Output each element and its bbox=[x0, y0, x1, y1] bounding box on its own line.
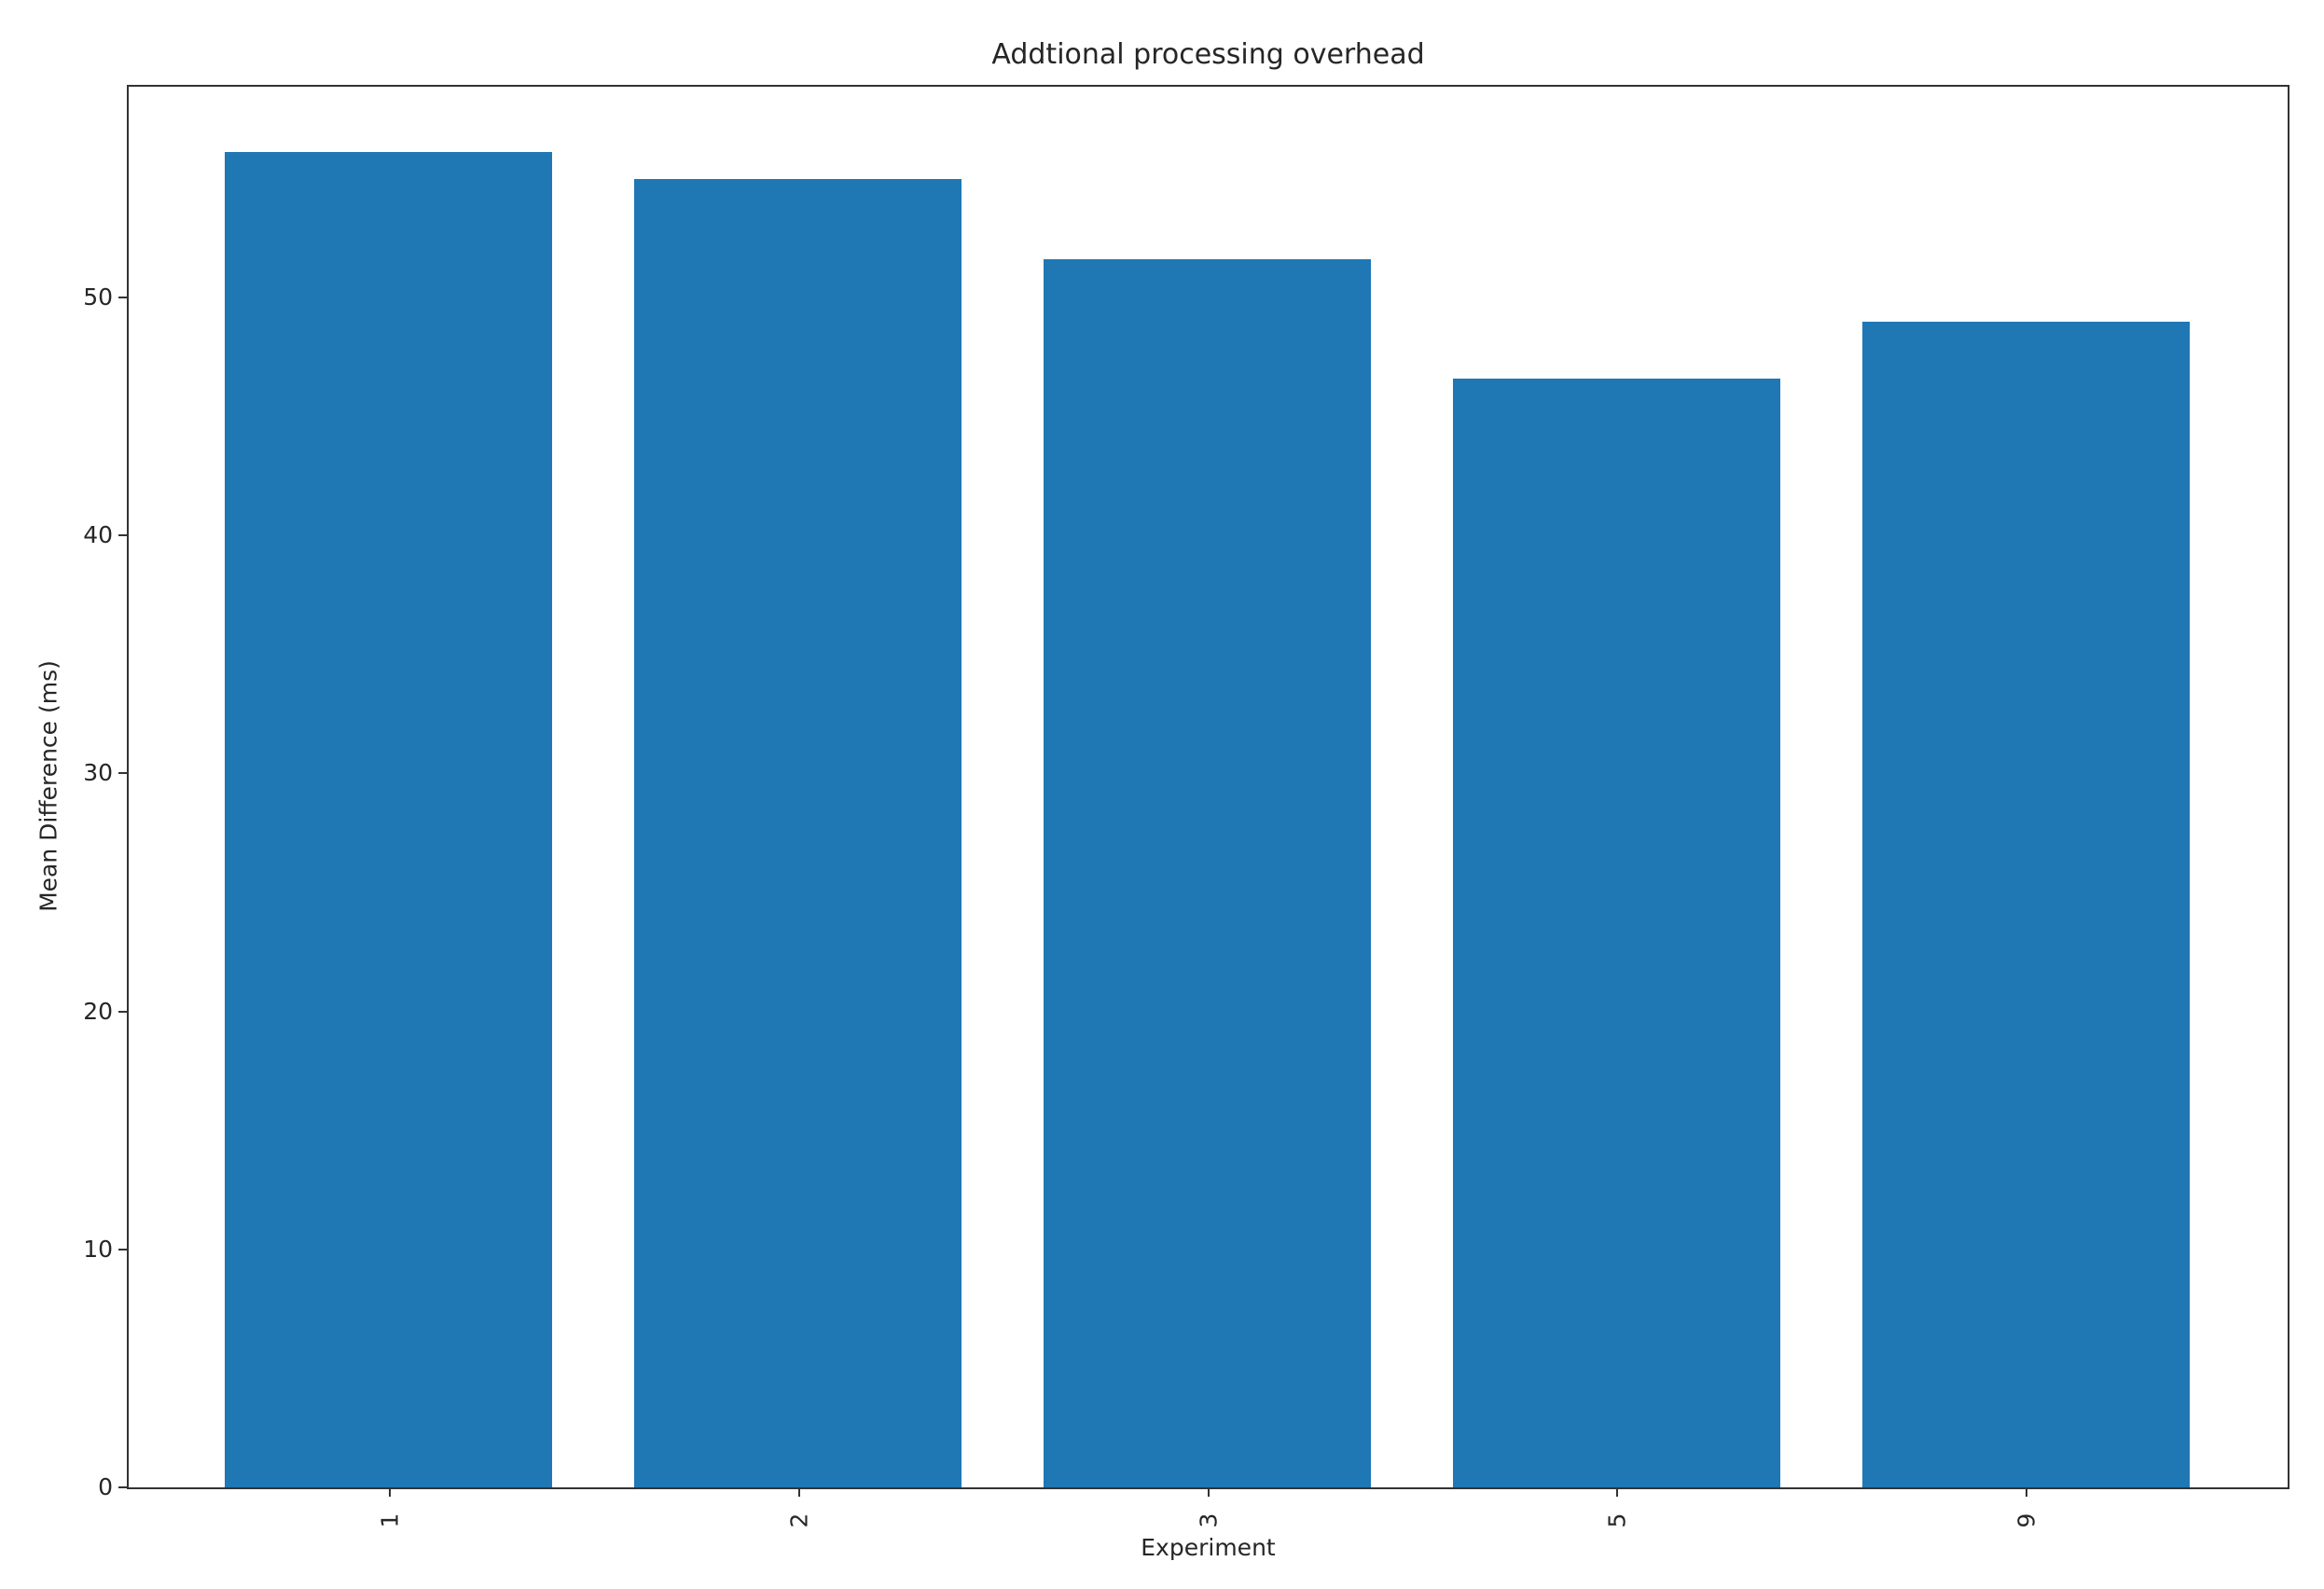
y-tick-mark bbox=[118, 772, 128, 775]
y-tick-label: 20 bbox=[83, 997, 113, 1025]
y-tick-mark bbox=[118, 1010, 128, 1013]
y-tick-label: 0 bbox=[98, 1473, 113, 1500]
x-tick-label-text: 5 bbox=[1603, 1513, 1631, 1527]
x-tick-mark bbox=[1616, 1487, 1619, 1497]
x-axis-label: Experiment bbox=[1141, 1534, 1276, 1561]
y-tick-mark bbox=[118, 297, 128, 299]
y-tick-label: 30 bbox=[83, 759, 113, 787]
x-tick-label-text: 3 bbox=[1195, 1513, 1222, 1527]
y-tick-mark bbox=[118, 534, 128, 537]
x-tick-mark bbox=[1207, 1487, 1210, 1497]
y-tick-mark bbox=[118, 1486, 128, 1488]
x-tick-label-text: 9 bbox=[2013, 1513, 2040, 1527]
x-tick-label-text: 2 bbox=[785, 1513, 813, 1527]
bar bbox=[1861, 321, 2190, 1487]
y-tick-mark bbox=[118, 1248, 128, 1250]
x-tick-label-text: 1 bbox=[376, 1513, 404, 1527]
y-tick-label: 40 bbox=[83, 521, 113, 549]
bar bbox=[634, 178, 962, 1487]
bars-layer bbox=[129, 87, 2288, 1487]
chart-title: Addtional processing overhead bbox=[991, 38, 1425, 71]
y-tick-label: 50 bbox=[83, 283, 113, 311]
bar bbox=[225, 152, 553, 1487]
bar bbox=[1043, 259, 1372, 1487]
plot-area bbox=[127, 85, 2289, 1489]
x-tick-mark bbox=[2026, 1487, 2028, 1497]
y-axis-label: Mean Difference (ms) bbox=[35, 660, 62, 912]
bar bbox=[1452, 378, 1780, 1487]
x-tick-mark bbox=[797, 1487, 800, 1497]
y-tick-label: 10 bbox=[83, 1235, 113, 1263]
x-tick-mark bbox=[388, 1487, 391, 1497]
